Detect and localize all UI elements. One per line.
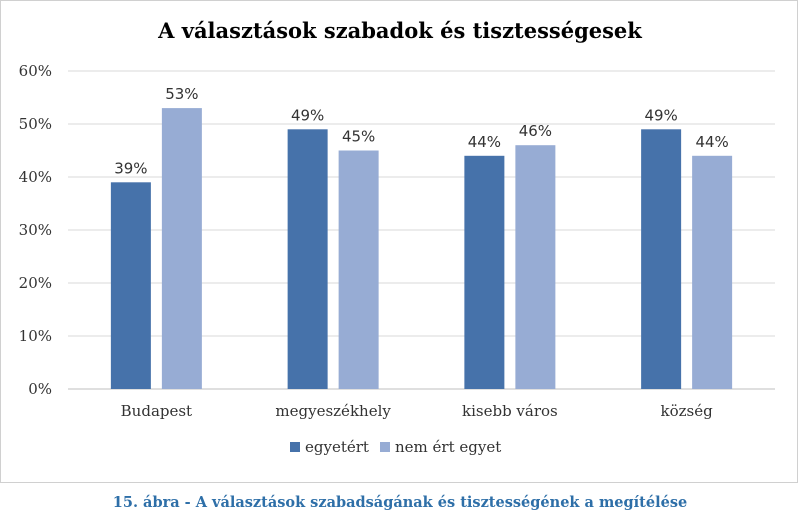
- chart-title: A választások szabadok és tisztességesek: [157, 18, 642, 43]
- data-label: 49%: [291, 106, 324, 124]
- bar: [464, 155, 505, 389]
- y-tick-label: 10%: [19, 327, 52, 345]
- x-tick-label: megyeszékhely: [275, 402, 391, 420]
- data-label: 39%: [114, 159, 147, 177]
- bar: [287, 129, 328, 390]
- x-tick-label: kisebb város: [462, 402, 558, 420]
- legend-label: nem ért egyet: [395, 438, 501, 456]
- y-tick-label: 50%: [19, 115, 52, 133]
- data-label: 44%: [695, 133, 728, 151]
- y-tick-label: 20%: [19, 274, 52, 292]
- y-tick-label: 60%: [19, 62, 52, 80]
- data-label: 44%: [468, 133, 501, 151]
- bar: [338, 150, 379, 389]
- data-label: 46%: [519, 122, 552, 140]
- data-label: 45%: [342, 128, 375, 146]
- x-tick-label: Budapest: [121, 402, 192, 420]
- bar: [110, 182, 151, 389]
- x-tick-label: község: [661, 402, 714, 420]
- bar: [515, 145, 556, 389]
- bar: [161, 108, 202, 389]
- bar-chart: A választások szabadok és tisztességesek…: [19, 18, 775, 456]
- y-tick-label: 0%: [28, 380, 52, 398]
- figure-caption: 15. ábra - A választások szabadságának é…: [112, 494, 688, 511]
- legend-label: egyetért: [305, 438, 369, 456]
- y-tick-label: 30%: [19, 221, 52, 239]
- data-label: 53%: [165, 85, 198, 103]
- bar: [692, 155, 733, 389]
- legend-swatch: [380, 442, 390, 452]
- y-tick-label: 40%: [19, 168, 52, 186]
- data-label: 49%: [644, 106, 677, 124]
- legend-swatch: [290, 442, 300, 452]
- bar: [641, 129, 682, 390]
